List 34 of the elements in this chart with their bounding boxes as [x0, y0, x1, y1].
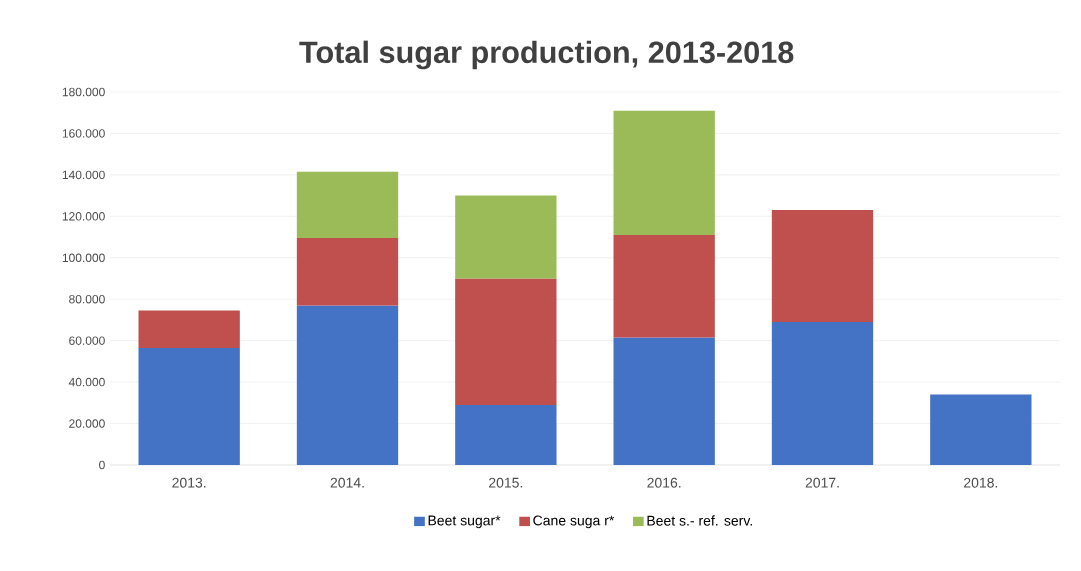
bar	[771, 322, 874, 465]
bar	[771, 210, 874, 323]
bar	[930, 394, 1032, 465]
x-tick-label: 2016.	[647, 477, 681, 488]
bar	[296, 305, 399, 465]
y-tick-label: 140.000	[62, 170, 105, 180]
legend-label: Beet s.- ref. serv.	[647, 515, 752, 526]
y-tick-label: 40.000	[68, 377, 105, 387]
bar	[455, 404, 557, 465]
bar	[138, 310, 240, 348]
x-tick-label: 2018.	[964, 477, 998, 488]
bar	[455, 195, 557, 279]
y-tick-label: 100.000	[62, 253, 105, 263]
bar	[455, 278, 557, 405]
y-tick-label: 80.000	[69, 294, 105, 304]
y-tick-label: 60.000	[69, 336, 105, 345]
y-tick-label: 160.000	[62, 129, 105, 138]
y-tick-label: 20.000	[69, 419, 105, 428]
x-tick-label: 2015.	[489, 477, 523, 488]
y-tick-label: 120.000	[62, 212, 105, 221]
x-tick-label: 2014.	[330, 477, 364, 488]
x-tick-label: 2017.	[805, 477, 839, 488]
bar	[296, 238, 399, 306]
legend-label: Cane suga r*	[533, 515, 615, 529]
legend-label: Beet sugar*	[428, 515, 501, 529]
bar	[613, 234, 715, 338]
chart-title: Total sugar production, 2013-2018	[299, 40, 794, 70]
y-tick-label: 180.000	[62, 87, 105, 97]
bar	[613, 110, 715, 235]
bar	[138, 347, 240, 465]
bar	[613, 337, 715, 465]
bar	[296, 171, 399, 239]
x-tick-label: 2013.	[172, 477, 206, 488]
y-tick-label: 0	[99, 460, 105, 470]
